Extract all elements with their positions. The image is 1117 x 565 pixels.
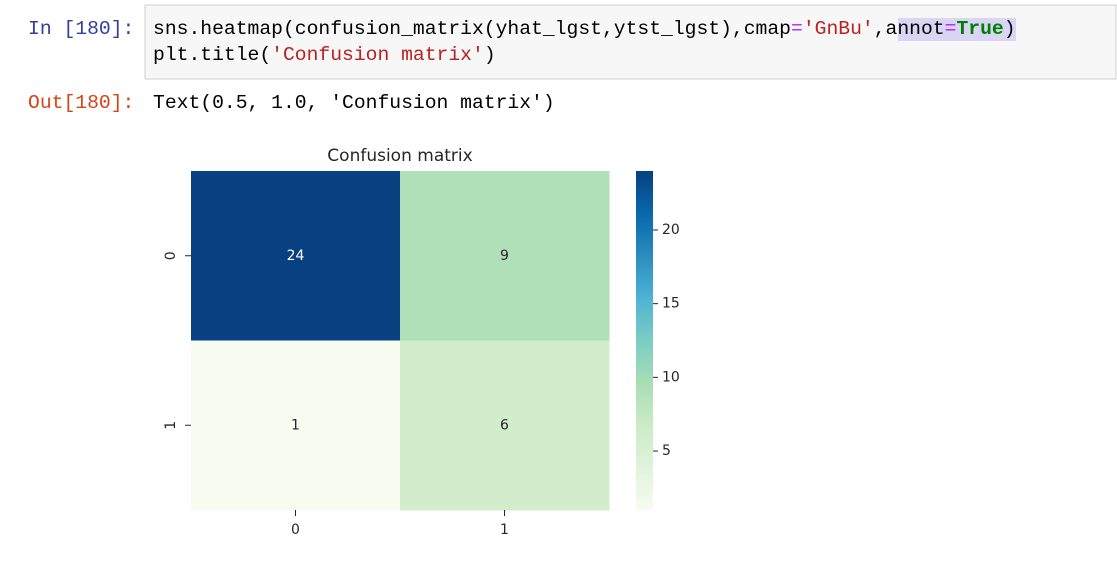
code-token: annot bbox=[886, 18, 945, 40]
cell bbox=[400, 340, 610, 511]
cell-label: 9 bbox=[500, 248, 509, 264]
code-token: 'Confusion matrix' bbox=[271, 44, 484, 66]
code-token: 'GnBu' bbox=[803, 18, 874, 40]
colorbar-tick-label: 10 bbox=[662, 369, 680, 385]
chart-title: Confusion matrix bbox=[327, 146, 472, 166]
cell bbox=[191, 171, 401, 341]
code-token: ) bbox=[484, 44, 496, 66]
code-line: plt.title('Confusion matrix') bbox=[153, 44, 496, 66]
code-token: , bbox=[874, 18, 886, 40]
output-prompt: Out[180]: bbox=[28, 92, 134, 114]
code-token: plt.title( bbox=[153, 44, 271, 66]
x-tick-label: 1 bbox=[500, 522, 509, 538]
cell-label: 24 bbox=[287, 248, 305, 264]
colorbar-tick-label: 20 bbox=[662, 222, 680, 238]
y-tick-label: 0 bbox=[163, 251, 179, 260]
x-tick-label: 0 bbox=[291, 522, 300, 538]
colorbar-tick-label: 15 bbox=[662, 296, 680, 312]
colorbar-tick-label: 5 bbox=[662, 443, 671, 459]
code-cell[interactable] bbox=[144, 4, 1117, 80]
cell bbox=[191, 340, 401, 511]
code-token: True bbox=[956, 18, 1003, 40]
colorbar bbox=[636, 171, 653, 510]
y-tick-label: 1 bbox=[163, 421, 179, 430]
code-token: = bbox=[791, 18, 803, 40]
cell-label: 6 bbox=[500, 417, 509, 433]
code-token: ) bbox=[1004, 18, 1016, 40]
code-token: = bbox=[945, 18, 957, 40]
cell bbox=[400, 171, 610, 341]
input-prompt: In [180]: bbox=[28, 18, 134, 40]
output-text: Text(0.5, 1.0, 'Confusion matrix') bbox=[153, 92, 555, 114]
code-token: sns.heatmap(confusion_matrix(yhat_lgst,y… bbox=[153, 18, 791, 40]
cell-label: 1 bbox=[291, 417, 300, 433]
selection-highlight bbox=[898, 18, 1016, 41]
code-line: sns.heatmap(confusion_matrix(yhat_lgst,y… bbox=[153, 18, 1016, 40]
